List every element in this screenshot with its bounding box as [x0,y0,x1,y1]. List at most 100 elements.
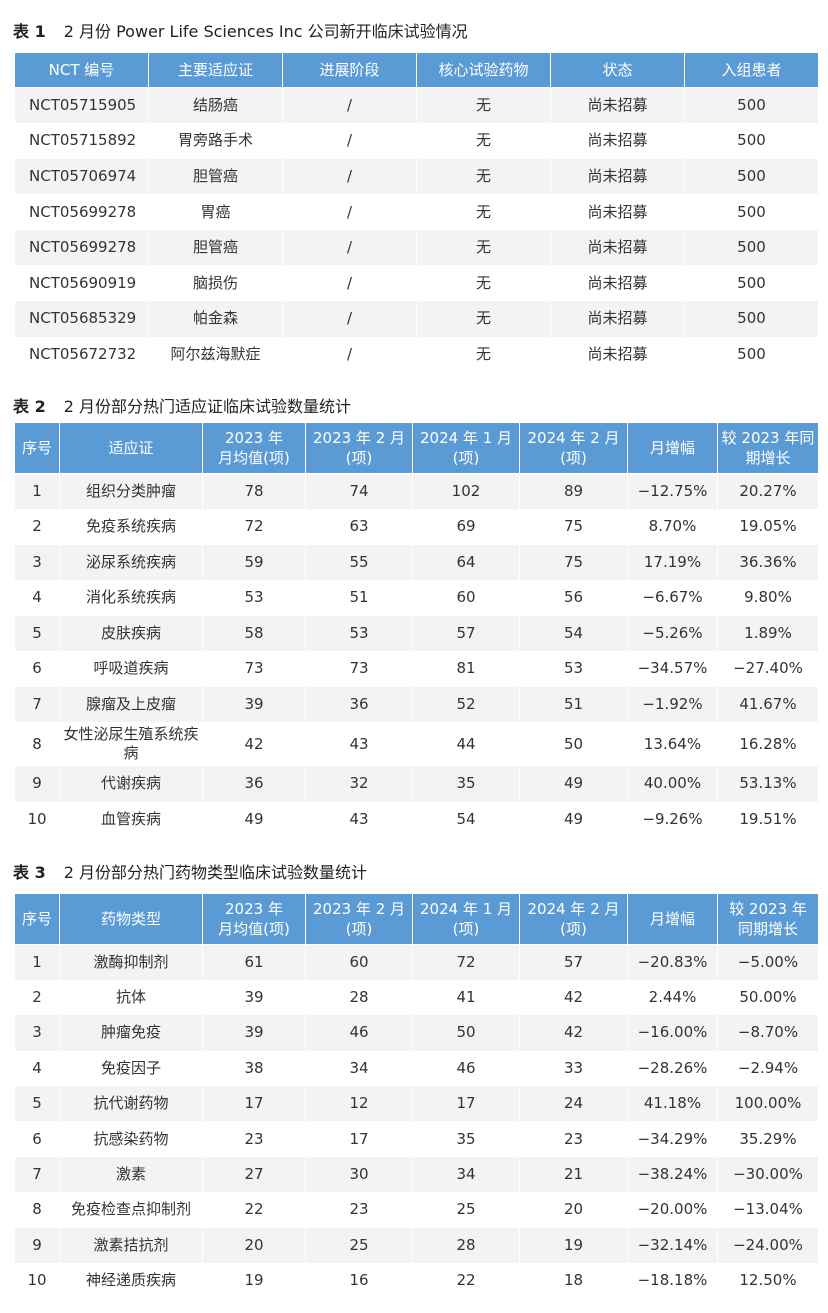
table3-header-text: 2024 年 1 月 [419,900,513,918]
table-cell: 胆管癌 [148,229,283,266]
table-cell: 尚未招募 [550,301,685,337]
table-row: 6 抗感染药物 23 17 35 23 −34.29% 35.29% [14,1121,819,1157]
table-cell: 49 [519,801,628,837]
table3-header-text: 2023 年 2 月 [312,900,406,918]
table-cell: 组织分类肿瘤 [59,473,203,509]
table-cell: 22 [202,1192,306,1228]
table-cell: 13.64% [627,722,718,766]
table1-header-text: 进展阶段 [319,61,380,79]
table-cell: 无 [416,301,551,337]
table2-header-text: 期增长 [745,449,791,467]
table-cell: 肿瘤免疫 [59,1015,203,1051]
table-cell: −13.04% [717,1192,819,1228]
table-cell: 尚未招募 [550,229,685,266]
table3-number: 表 3 [13,863,46,882]
table-cell: 19.05% [717,509,819,545]
table-cell: 39 [202,1015,306,1051]
table-cell: 28 [305,979,413,1016]
table-cell: 神经递质疾病 [59,1263,203,1299]
table3-header-cell: 药物类型 [59,893,203,945]
table-cell: 胃癌 [148,194,283,230]
table-cell: 39 [202,686,306,722]
table-cell: 17 [305,1121,413,1157]
table-cell: 尚未招募 [550,158,685,195]
table2-header-cell: 较 2023 年同 期增长 [717,422,819,474]
table-cell: NCT05706974 [14,158,149,195]
table-cell: 6 [14,1121,60,1157]
table-cell: −5.26% [627,615,718,651]
table1-header-text: 状态 [602,61,633,79]
table-cell: 9 [14,766,60,802]
table-cell: 500 [684,229,819,266]
table3: 序号 药物类型 2023 年月均值(项) 2023 年 2 月 (项) 2024 年 1 … [14,893,819,1299]
table1-header-cell: 主要适应证 [148,52,283,88]
table-cell: NCT05690919 [14,265,149,302]
table-cell: 35 [412,1121,520,1157]
table-cell: NCT05685329 [14,301,149,337]
table-cell: 78 [202,473,306,509]
table-cell: 57 [412,615,520,651]
table-cell: 12 [305,1086,413,1122]
table1-header-text: 主要适应证 [177,61,253,79]
table-cell: 43 [305,801,413,837]
table3-caption: 表 3 2 月份部分热门药物类型临床试验数量统计 [13,859,367,883]
table-cell: 胃旁路手术 [148,123,283,159]
table-cell: 2.44% [627,979,718,1016]
table-row: 4 免疫因子 38 34 46 33 −28.26% −2.94% [14,1050,819,1087]
table1-header-cell: NCT 编号 [14,52,149,88]
table2-caption: 表 2 2 月份部分热门适应证临床试验数量统计 [13,393,351,417]
table-cell: 54 [519,615,628,651]
table-cell: 12.50% [717,1263,819,1299]
table-cell: 1 [14,473,60,509]
table-cell: 无 [416,265,551,302]
table-cell: 抗体 [59,979,203,1016]
table-cell: 阿尔兹海默症 [148,336,283,373]
table-row: 3 肿瘤免疫 39 46 50 42 −16.00% −8.70% [14,1015,819,1051]
table-cell: 64 [412,544,520,580]
table-cell: 43 [305,722,413,766]
table1-header-text: 入组患者 [721,61,782,79]
table-cell: 53.13% [717,766,819,802]
table2-header-text: 较 2023 年同 [721,429,815,447]
table-cell: 7 [14,1156,60,1193]
table-cell: 51 [519,686,628,722]
table-cell: 500 [684,194,819,230]
table2-header-text: (项) [452,449,480,467]
table-row: 9 激素拮抗剂 20 25 28 19 −32.14% −24.00% [14,1227,819,1264]
table-cell: −30.00% [717,1156,819,1193]
table-cell: 无 [416,87,551,124]
table-row: 7 激素 27 30 34 21 −38.24% −30.00% [14,1156,819,1193]
table-cell: NCT05715892 [14,123,149,159]
table3-header-text: (项) [452,920,480,938]
table-cell: 4 [14,580,60,616]
table-cell: 34 [305,1050,413,1087]
table3-header-text: 2023 年 [225,900,283,918]
table-row: 7 腺瘤及上皮瘤 39 36 52 51 −1.92% 41.67% [14,686,819,722]
table1-caption: 表 1 2 月份 Power Life Sciences Inc 公司新开临床试验… [13,18,468,42]
table-cell: 尚未招募 [550,194,685,230]
table-cell: 60 [305,944,413,980]
table-cell: 代谢疾病 [59,766,203,802]
table-cell: −5.00% [717,944,819,980]
table3-header-cell: 较 2023 年同期增长 [717,893,819,945]
table-row: 10 血管疾病 49 43 54 49 −9.26% 19.51% [14,801,819,837]
table-cell: 免疫检查点抑制剂 [59,1192,203,1228]
table-cell: 56 [519,580,628,616]
table-cell: 44 [412,722,520,766]
table-cell: NCT05699278 [14,229,149,266]
table-cell: 6 [14,651,60,687]
table-cell: 57 [519,944,628,980]
table-cell: 53 [305,615,413,651]
table-cell: 102 [412,473,520,509]
table-cell: / [282,158,417,195]
table3-body: 1 激酶抑制剂 61 60 72 57 −20.83% −5.00% 2 抗体 39 28 41 42 2.… [14,944,819,1299]
table3-header-text: 月均值(项) [218,920,290,938]
table-cell: 60 [412,580,520,616]
table2-number: 表 2 [13,397,46,416]
table2-header-text: 2024 年 2 月 [527,429,620,447]
table-cell: 58 [202,615,306,651]
table-cell: 16 [305,1263,413,1299]
table-cell: 5 [14,1086,60,1122]
table-row: NCT05699278 胆管癌 / 无尚未招募 500 [14,229,819,266]
table-cell: 46 [305,1015,413,1051]
